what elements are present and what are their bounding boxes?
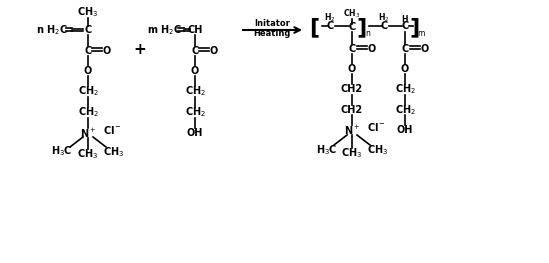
Text: CH$_2$: CH$_2$ [395, 103, 416, 117]
Text: Cl$^-$: Cl$^-$ [367, 121, 385, 133]
Text: C: C [85, 46, 92, 56]
Text: CH: CH [187, 25, 203, 35]
Text: H$_2$: H$_2$ [378, 12, 390, 24]
Text: C: C [349, 44, 356, 54]
Text: H$_3$C: H$_3$C [51, 144, 72, 158]
Text: C: C [380, 21, 388, 31]
Text: m: m [417, 28, 425, 38]
Text: C: C [401, 44, 408, 54]
Text: CH$_3$: CH$_3$ [103, 145, 125, 159]
Text: C: C [326, 21, 334, 31]
Text: Heating: Heating [253, 28, 290, 38]
Text: [: [ [309, 17, 319, 37]
Text: OH: OH [397, 125, 413, 135]
Text: CH$_3$: CH$_3$ [344, 8, 361, 20]
Text: n: n [366, 28, 371, 38]
Text: O: O [401, 64, 409, 74]
Text: C: C [349, 22, 356, 32]
Text: +: + [133, 43, 147, 58]
Text: H: H [402, 14, 408, 23]
Text: O: O [210, 46, 218, 56]
Text: CH$_2$: CH$_2$ [184, 105, 205, 119]
Text: CH$_3$: CH$_3$ [367, 143, 389, 157]
Text: H$_2$: H$_2$ [324, 12, 335, 24]
Text: ]: ] [357, 17, 367, 37]
Text: H$_3$C: H$_3$C [316, 143, 338, 157]
Text: O: O [103, 46, 111, 56]
Text: O: O [84, 66, 92, 76]
Text: Cl$^-$: Cl$^-$ [103, 124, 121, 136]
Text: CH$_2$: CH$_2$ [395, 82, 416, 96]
Text: C: C [192, 46, 199, 56]
Text: CH2: CH2 [341, 84, 363, 94]
Text: m H$_2$C: m H$_2$C [148, 23, 182, 37]
Text: CH2: CH2 [341, 105, 363, 115]
Text: ]: ] [410, 17, 420, 37]
Text: O: O [368, 44, 376, 54]
Text: C: C [401, 21, 408, 31]
Text: O: O [421, 44, 429, 54]
Text: O: O [191, 66, 199, 76]
Text: CH$_2$: CH$_2$ [184, 84, 205, 98]
Text: CH$_2$: CH$_2$ [77, 105, 98, 119]
Text: O: O [348, 64, 356, 74]
Text: CH$_3$: CH$_3$ [341, 146, 362, 160]
Text: N$^+$: N$^+$ [344, 123, 360, 136]
Text: CH$_3$: CH$_3$ [77, 147, 99, 161]
Text: OH: OH [187, 128, 203, 138]
Text: Initator: Initator [254, 18, 290, 28]
Text: C: C [85, 25, 92, 35]
Text: CH$_3$: CH$_3$ [77, 5, 99, 19]
Text: CH$_2$: CH$_2$ [77, 84, 98, 98]
Text: N$^+$: N$^+$ [80, 127, 96, 140]
Text: n H$_2$C: n H$_2$C [36, 23, 68, 37]
